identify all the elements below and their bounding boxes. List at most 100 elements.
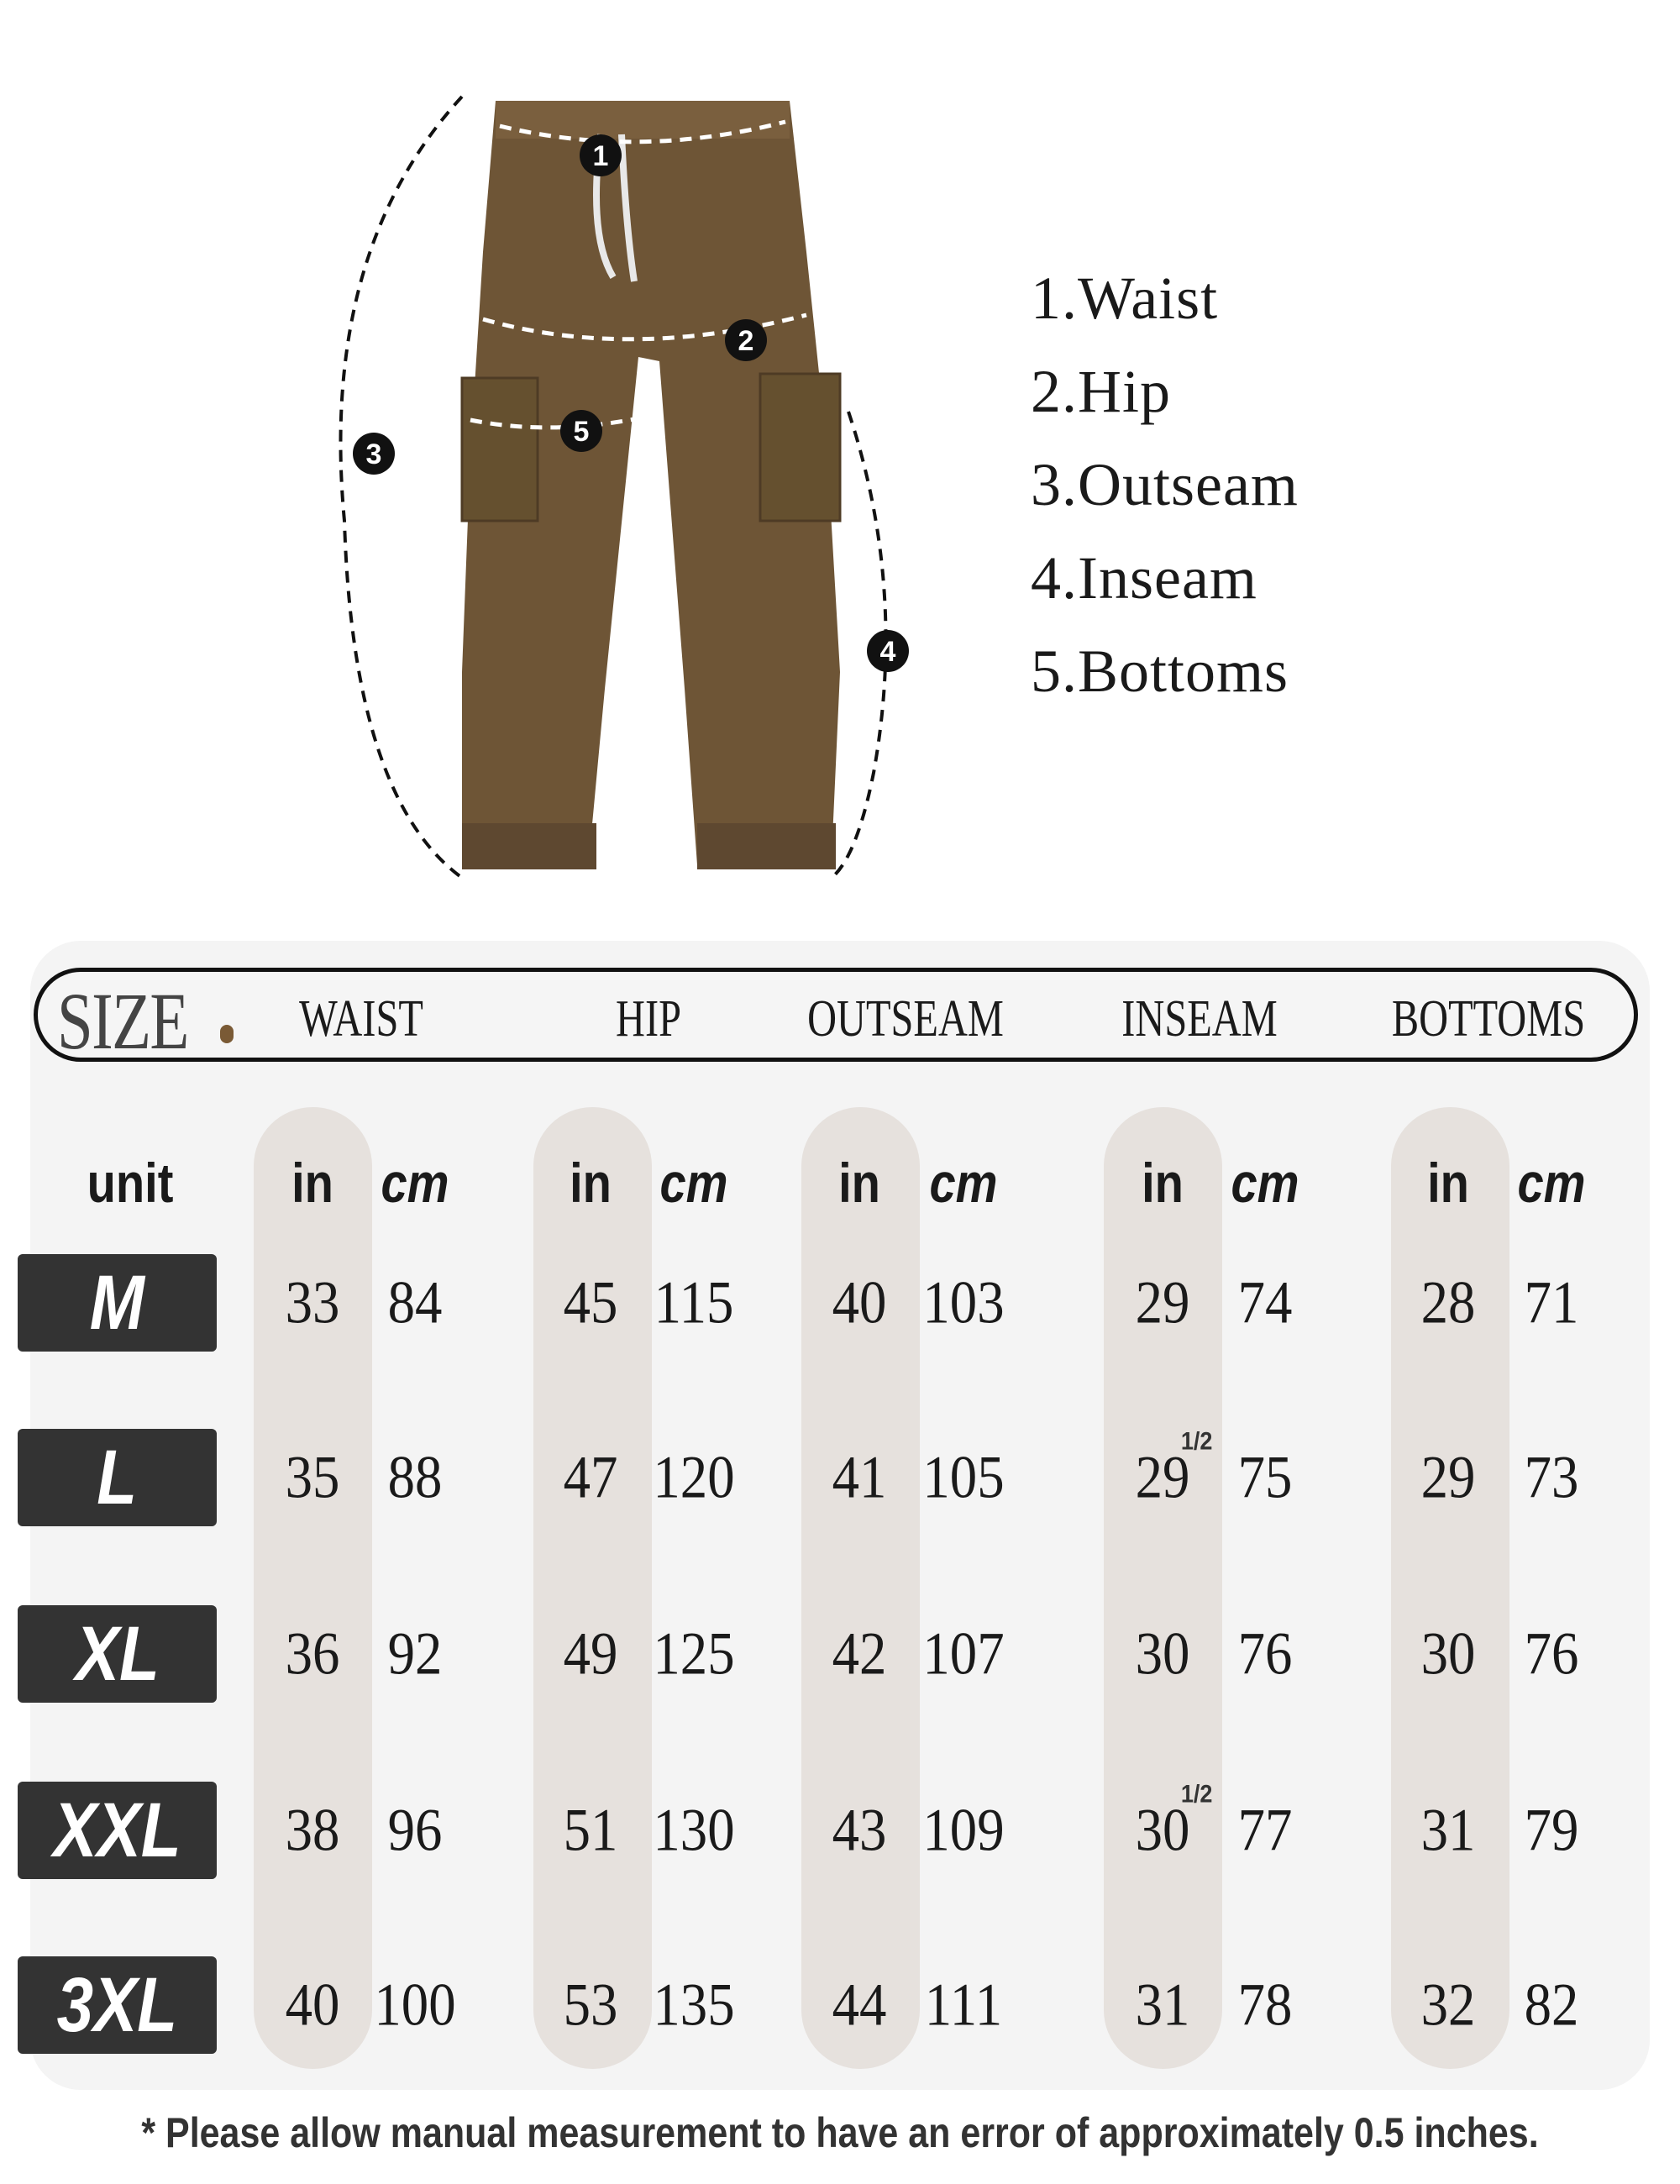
in-column-stripe <box>1104 1107 1222 2069</box>
value-in: 31 <box>1420 1796 1476 1864</box>
svg-text:1: 1 <box>593 140 609 172</box>
value-cm: 73 <box>1524 1443 1579 1511</box>
column-header: OUTSEAM <box>807 990 1004 1047</box>
size-badge: XL <box>18 1605 217 1703</box>
unit-in: in <box>1142 1152 1184 1214</box>
size-title: SIZE <box>57 976 189 1066</box>
unit-cm: cm <box>659 1152 728 1214</box>
legend-item: 1.Waist <box>1031 265 1219 332</box>
marker-2 <box>725 319 767 361</box>
value-cm: 107 <box>922 1620 1005 1688</box>
pants-product-image: 1 2 3 4 5 <box>339 95 909 879</box>
value-cm: 109 <box>922 1796 1005 1864</box>
value-in: 43 <box>832 1796 887 1864</box>
legend-item: 4.Inseam <box>1031 544 1257 612</box>
in-column-stripe <box>533 1107 652 2069</box>
value-cm: 82 <box>1524 1971 1579 2039</box>
column-header: HIP <box>616 990 681 1047</box>
value-cm: 79 <box>1524 1796 1579 1864</box>
footnote: * Please allow manual measurement to hav… <box>141 2109 1539 2156</box>
unit-in: in <box>291 1152 333 1214</box>
marker-1 <box>580 134 622 176</box>
value-in: 29 1/2 <box>1135 1427 1213 1511</box>
value-in: 32 <box>1420 1971 1476 2039</box>
marker-5 <box>560 410 602 452</box>
value-cm: 84 <box>387 1268 443 1336</box>
unit-in: in <box>838 1152 880 1214</box>
value-cm: 115 <box>654 1268 734 1336</box>
size-badge: XXL <box>18 1782 217 1879</box>
value-in: 45 <box>563 1268 618 1336</box>
value-cm: 75 <box>1237 1443 1293 1511</box>
value-in: 28 <box>1420 1268 1476 1336</box>
value-cm: 88 <box>387 1443 443 1511</box>
in-column-stripe <box>1391 1107 1509 2069</box>
value-in: 30 <box>1420 1620 1476 1688</box>
half-fraction: 1/2 <box>1180 1780 1213 1809</box>
value-in: 40 <box>832 1268 887 1336</box>
value-cm: 78 <box>1237 1971 1293 2039</box>
marker-4 <box>867 630 909 672</box>
legend-item: 3.Outseam <box>1031 451 1299 518</box>
unit-cm: cm <box>1231 1152 1299 1214</box>
value-in: 53 <box>563 1971 618 2039</box>
value-cm: 120 <box>653 1443 735 1511</box>
marker-3 <box>353 433 395 475</box>
value-cm: 130 <box>653 1796 735 1864</box>
value-cm: 76 <box>1237 1620 1293 1688</box>
legend-item: 2.Hip <box>1031 358 1171 425</box>
value-in: 30 1/2 <box>1135 1780 1213 1864</box>
table-header-bar <box>34 968 1638 1062</box>
size-badge: 3XL <box>18 1956 217 2054</box>
value-cm: 96 <box>387 1796 443 1864</box>
svg-text:3: 3 <box>366 438 382 470</box>
pants-body <box>462 101 840 869</box>
value-in: 33 <box>285 1268 340 1336</box>
accent-dot <box>220 1025 234 1043</box>
column-header: WAIST <box>299 990 423 1047</box>
value-cm: 76 <box>1524 1620 1579 1688</box>
value-cm: 135 <box>653 1971 735 2039</box>
column-header: BOTTOMS <box>1391 990 1586 1047</box>
in-column-stripe <box>801 1107 920 2069</box>
value-cm: 105 <box>922 1443 1005 1511</box>
half-fraction: 1/2 <box>1180 1427 1213 1456</box>
svg-text:2: 2 <box>738 325 754 357</box>
value-in: 41 <box>832 1443 887 1511</box>
value-cm: 77 <box>1237 1796 1293 1864</box>
value-in: 38 <box>285 1796 340 1864</box>
value-in: 44 <box>832 1971 887 2039</box>
unit-in: in <box>570 1152 612 1214</box>
value-in: 35 <box>285 1443 340 1511</box>
value-in: 51 <box>563 1796 618 1864</box>
legend-item: 5.Bottoms <box>1031 638 1289 705</box>
value-cm: 100 <box>374 1971 456 2039</box>
value-cm: 92 <box>387 1620 443 1688</box>
value-cm: 103 <box>922 1268 1005 1336</box>
value-cm: 111 <box>924 1971 1003 2039</box>
value-cm: 125 <box>653 1620 735 1688</box>
unit-cm: cm <box>929 1152 998 1214</box>
value-in: 30 <box>1135 1620 1190 1688</box>
value-in: 40 <box>285 1971 340 2039</box>
svg-text:4: 4 <box>880 636 896 668</box>
svg-text:5: 5 <box>574 416 590 448</box>
column-header: INSEAM <box>1121 990 1278 1047</box>
unit-cm: cm <box>381 1152 449 1214</box>
value-in: 29 <box>1420 1443 1476 1511</box>
size-badge: M <box>18 1254 217 1352</box>
value-cm: 74 <box>1237 1268 1293 1336</box>
size-badge: L <box>18 1429 217 1526</box>
value-in: 29 <box>1135 1268 1190 1336</box>
value-in: 49 <box>563 1620 618 1688</box>
value-cm: 71 <box>1524 1268 1579 1336</box>
unit-cm: cm <box>1517 1152 1586 1214</box>
in-column-stripe <box>254 1107 372 2069</box>
unit-label: unit <box>87 1152 174 1214</box>
unit-in: in <box>1427 1152 1469 1214</box>
value-in: 47 <box>563 1443 618 1511</box>
value-in: 36 <box>285 1620 340 1688</box>
value-in: 42 <box>832 1620 887 1688</box>
value-in: 31 <box>1135 1971 1190 2039</box>
measurement-legend: 1.Waist 2.Hip 3.Outseam 4.Inseam 5.Botto… <box>1031 265 1299 731</box>
